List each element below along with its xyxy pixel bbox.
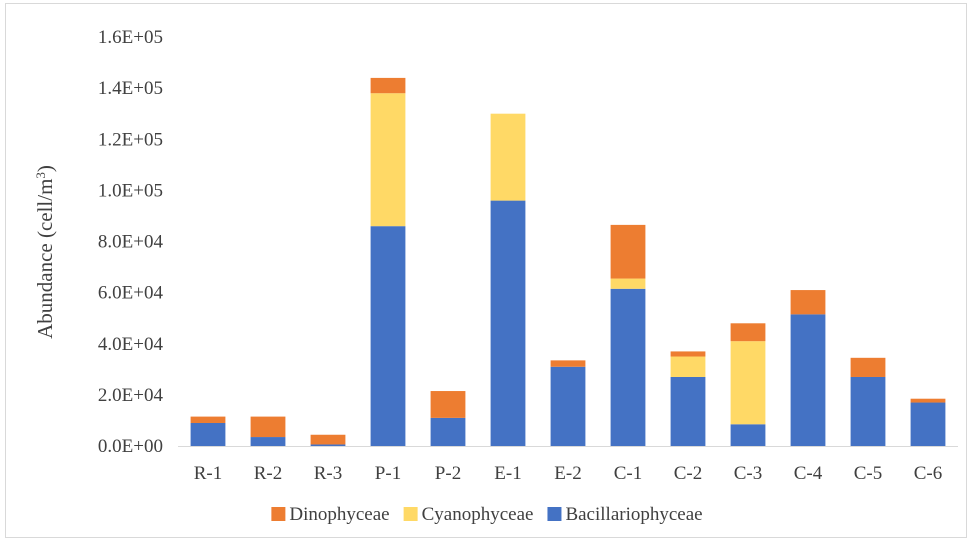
x-tick-label: R-2	[254, 463, 283, 484]
bar-segment-dinophyceae-c-3	[730, 323, 766, 342]
y-tick-label: 8.0E+04	[98, 232, 164, 253]
x-tick-label: C-3	[734, 463, 763, 484]
bar-segment-bacillariophyceae-e-2	[550, 366, 586, 446]
legend-swatch-bacillariophyceae	[547, 507, 562, 521]
bar-segment-dinophyceae-c-4	[790, 290, 826, 315]
y-tick-label: 0.0E+00	[98, 436, 163, 457]
x-tick-label: C-2	[674, 463, 703, 484]
bar-segment-cyanophyceae-c-1	[610, 278, 646, 289]
y-tick-label: 1.6E+05	[98, 27, 163, 48]
y-axis-label-close: )	[33, 165, 57, 172]
bar-segment-dinophyceae-c-1	[610, 224, 646, 279]
bar-stacks	[190, 77, 946, 446]
bar-segment-dinophyceae-e-2	[550, 360, 586, 367]
y-axis-label-superscript: 3	[33, 172, 48, 179]
bar-segment-dinophyceae-c-6	[910, 398, 946, 403]
bar-segment-bacillariophyceae-p-1	[370, 226, 406, 446]
x-tick-label: C-1	[614, 463, 643, 484]
x-tick-label: P-1	[375, 463, 401, 484]
x-axis-tick-labels: R-1 R-2 R-3 P-1 P-2 E-1 E-2 C-1 C-2 C-3 C-4 C-5 C-6	[194, 463, 943, 484]
x-tick-label: C-5	[854, 463, 883, 484]
bar-segment-bacillariophyceae-c-3	[730, 424, 766, 446]
y-tick-label: 2.0E+04	[98, 385, 164, 406]
y-axis-tick-labels: 0.0E+00 2.0E+04 4.0E+04 6.0E+04 8.0E+04 1.0E+…	[98, 27, 164, 457]
bar-segment-dinophyceae-r-1	[190, 416, 226, 423]
bar-segment-dinophyceae-p-2	[430, 391, 466, 418]
x-tick-label: R-1	[194, 463, 223, 484]
legend: Dinophyceae Cyanophyceae Bacillariophyceae	[271, 504, 703, 525]
y-axis-label: Abundance (cell/m3)	[33, 165, 58, 339]
y-tick-label: 6.0E+04	[98, 283, 164, 304]
bar-segment-bacillariophyceae-c-5	[850, 376, 886, 446]
bar-segment-dinophyceae-p-1	[370, 77, 406, 94]
bar-segment-bacillariophyceae-e-1	[490, 200, 526, 446]
bar-segment-cyanophyceae-e-1	[490, 113, 526, 201]
x-tick-label: R-3	[314, 463, 343, 484]
chart-frame	[5, 3, 967, 538]
bar-segment-cyanophyceae-p-1	[370, 93, 406, 227]
bar-segment-dinophyceae-r-2	[250, 416, 286, 438]
legend-label-dinophyceae: Dinophyceae	[289, 504, 389, 525]
x-tick-label: C-6	[914, 463, 943, 484]
bar-segment-cyanophyceae-c-2	[670, 356, 706, 377]
x-tick-label: C-4	[794, 463, 823, 484]
bar-segment-dinophyceae-c-5	[850, 357, 886, 377]
bar-segment-bacillariophyceae-c-6	[910, 402, 946, 446]
y-axis-label-main: Abundance (cell/m	[33, 179, 57, 339]
bar-segment-bacillariophyceae-r-2	[250, 437, 286, 446]
x-tick-label: E-1	[494, 463, 521, 484]
y-tick-label: 1.4E+05	[98, 78, 163, 99]
bar-segment-dinophyceae-c-2	[670, 351, 706, 357]
legend-label-cyanophyceae: Cyanophyceae	[422, 504, 534, 525]
bar-segment-dinophyceae-r-3	[310, 434, 346, 445]
bar-segment-bacillariophyceae-p-2	[430, 417, 466, 446]
bar-segment-bacillariophyceae-r-3	[310, 444, 346, 446]
y-tick-label: 4.0E+04	[98, 334, 164, 355]
bar-segment-bacillariophyceae-c-2	[670, 376, 706, 446]
bar-segment-bacillariophyceae-c-4	[790, 314, 826, 446]
legend-label-bacillariophyceae: Bacillariophyceae	[565, 504, 702, 525]
bar-segment-bacillariophyceae-r-1	[190, 422, 226, 446]
legend-swatch-dinophyceae	[271, 507, 286, 521]
y-tick-label: 1.0E+05	[98, 180, 163, 201]
y-tick-label: 1.2E+05	[98, 129, 163, 150]
bar-segment-bacillariophyceae-c-1	[610, 288, 646, 446]
x-tick-label: E-2	[554, 463, 581, 484]
x-tick-label: P-2	[435, 463, 461, 484]
bar-segment-cyanophyceae-c-3	[730, 341, 766, 425]
legend-swatch-cyanophyceae	[403, 507, 418, 521]
